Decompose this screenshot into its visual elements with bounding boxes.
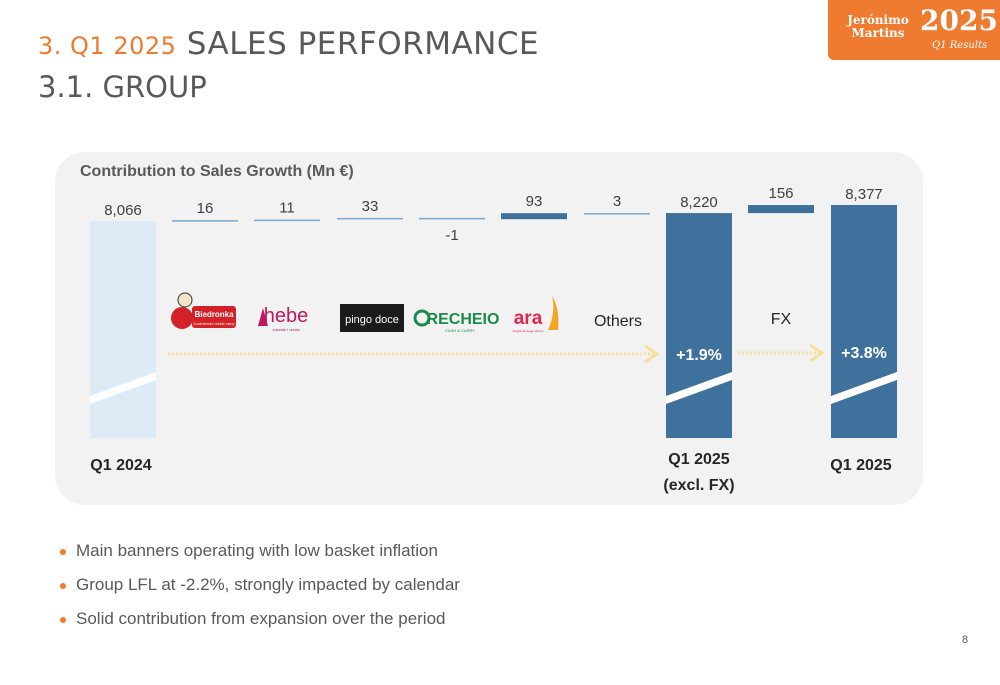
axis-break-7: [666, 372, 732, 404]
bar-7: [666, 213, 732, 438]
logo-sub: Q1 Results: [932, 40, 988, 51]
pingo-doce-logo-text: pingo doce: [345, 314, 399, 326]
bar-5: [501, 213, 567, 220]
bar-1: [172, 220, 238, 222]
value-label-2: 11: [279, 200, 295, 217]
logo-name: Jerónimo Martins: [844, 14, 912, 40]
value-label-5: 93: [526, 193, 543, 210]
page-title: 3. Q1 2025 SALES PERFORMANCE: [38, 26, 539, 62]
logo-name-line1: Jerónimo: [847, 13, 909, 27]
biedronka-head-icon: [177, 292, 193, 308]
value-label-1: 16: [197, 200, 214, 217]
ara-logo-sub: Alegria de llegar ahorro: [512, 329, 544, 333]
value-label-7: 8,220: [680, 194, 718, 211]
bullet-list: Main banners operating with low basket i…: [60, 538, 460, 640]
biedronka-banner-bg: [192, 306, 236, 328]
bar-8: [748, 205, 814, 214]
hebe-logo-sub: zdrowie i uroda: [272, 327, 300, 332]
arrow-head-2: [809, 343, 825, 363]
growth-label-1: +3.8%: [841, 345, 887, 362]
recheio-c-icon: [413, 309, 431, 327]
axis-break-0: [90, 372, 156, 404]
x-label-8: FX: [771, 311, 792, 328]
bullet-dot-icon: [60, 583, 66, 589]
bullet-dot-icon: [60, 617, 66, 623]
title-number: 3. Q1 2025: [38, 32, 177, 60]
arrow-head-1: [644, 344, 660, 364]
bar-9: [831, 205, 897, 438]
x-label-7b: (excl. FX): [663, 477, 734, 494]
company-logo: Jerónimo Martins 2025 Q1 Results: [828, 0, 1000, 60]
pingo-doce-bg: [340, 304, 404, 332]
value-label-6: 3: [613, 193, 621, 210]
growth-label-0: +1.9%: [676, 347, 722, 364]
bar-4: [419, 217, 485, 220]
value-label-9: 8,377: [845, 186, 883, 203]
bar-3: [337, 217, 403, 220]
logo-year: 2025: [920, 4, 998, 37]
x-label-6: Others: [594, 313, 642, 330]
hebe-logo-text: hebe: [264, 305, 309, 327]
title-text: SALES PERFORMANCE: [186, 26, 540, 62]
page-number: 8: [962, 634, 969, 646]
x-label-0: Q1 2024: [90, 457, 151, 474]
bullet-dot-icon: [60, 549, 66, 555]
bullet-text: Solid contribution from expansion over t…: [76, 609, 446, 628]
recheio-logo-text: RECHEIO: [427, 311, 500, 328]
bullet-item: Group LFL at -2.2%, strongly impacted by…: [60, 572, 460, 606]
bullet-text: Main banners operating with low basket i…: [76, 541, 438, 560]
ara-flame-icon: [548, 296, 559, 330]
x-label-7: Q1 2025: [668, 451, 729, 468]
bullet-item: Solid contribution from expansion over t…: [60, 606, 460, 640]
bar-0: [90, 221, 156, 438]
ara-logo-text: ara: [514, 308, 543, 329]
recheio-logo-sub: CASH & CARRY: [445, 328, 475, 333]
value-label-3: 33: [362, 198, 379, 215]
hebe-leaf-icon: [258, 308, 268, 326]
x-label-9: Q1 2025: [830, 457, 891, 474]
axis-break-9: [831, 372, 897, 404]
biedronka-logo-sub: Codziennie niskie ceny: [194, 321, 235, 326]
value-label-4: -1: [445, 227, 458, 244]
biedronka-ladybug-icon: [171, 307, 193, 329]
value-label-0: 8,066: [104, 202, 142, 219]
chart-title: Contribution to Sales Growth (Mn €): [80, 163, 354, 180]
bullet-text: Group LFL at -2.2%, strongly impacted by…: [76, 575, 460, 594]
biedronka-logo-text: Biedronka: [194, 310, 234, 319]
bullet-item: Main banners operating with low basket i…: [60, 538, 460, 572]
value-label-8: 156: [768, 185, 793, 202]
bar-2: [254, 219, 320, 222]
logo-name-line2: Martins: [851, 26, 905, 40]
bar-6: [584, 213, 650, 215]
page-subtitle: 3.1. GROUP: [38, 70, 207, 104]
